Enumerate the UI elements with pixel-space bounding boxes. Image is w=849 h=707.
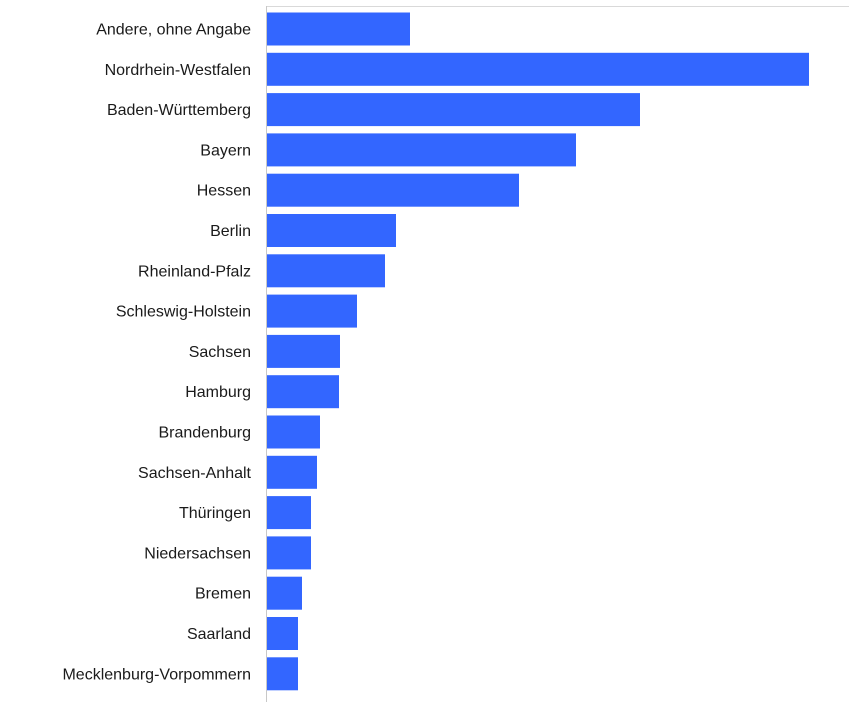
- category-label-1: Nordrhein-Westfalen: [105, 62, 251, 79]
- bar-8: [267, 334, 340, 368]
- category-label-12: Thüringen: [179, 505, 251, 522]
- bar-1: [267, 52, 809, 86]
- bar-9: [267, 375, 339, 409]
- bar-13: [267, 536, 311, 570]
- bars-group: [267, 12, 809, 691]
- bar-3: [267, 133, 576, 167]
- bar-14: [267, 576, 302, 610]
- bar-15: [267, 617, 298, 650]
- category-label-15: Saarland: [187, 626, 251, 643]
- bar-16: [267, 657, 298, 691]
- category-label-2: Baden-Württemberg: [107, 102, 251, 119]
- bar-4: [267, 173, 519, 207]
- category-label-11: Sachsen-Anhalt: [138, 465, 252, 482]
- category-label-3: Bayern: [200, 142, 251, 159]
- bar-5: [267, 214, 396, 247]
- category-label-14: Bremen: [195, 586, 251, 603]
- bar-12: [267, 496, 311, 530]
- category-label-5: Berlin: [210, 223, 251, 240]
- category-label-4: Hessen: [197, 183, 251, 200]
- bar-10: [267, 415, 320, 449]
- category-label-8: Sachsen: [189, 344, 251, 361]
- category-label-0: Andere, ohne Angabe: [96, 22, 251, 39]
- category-label-16: Mecklenburg-Vorpommern: [62, 666, 251, 683]
- bar-7: [267, 294, 357, 328]
- category-label-7: Schleswig-Holstein: [116, 304, 251, 321]
- category-labels-group: Andere, ohne Angabe Nordrhein-Westfalen Ba…: [62, 22, 251, 684]
- category-label-10: Brandenburg: [158, 425, 251, 442]
- category-label-13: Niedersachsen: [144, 545, 251, 562]
- category-label-9: Hamburg: [185, 384, 251, 401]
- category-label-6: Rheinland-Pfalz: [138, 263, 251, 280]
- bar-0: [267, 12, 410, 46]
- bar-6: [267, 254, 385, 288]
- bar-11: [267, 455, 317, 489]
- bar-2: [267, 93, 640, 127]
